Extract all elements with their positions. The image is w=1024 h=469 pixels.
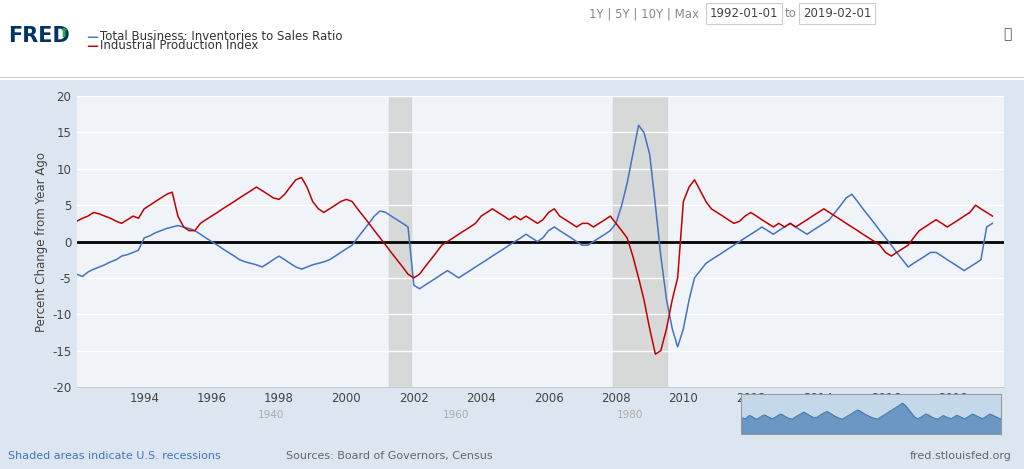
Bar bbox=[388, 96, 411, 387]
Text: 2019-02-01: 2019-02-01 bbox=[803, 7, 871, 20]
Text: 1Y | 5Y | 10Y | Max: 1Y | 5Y | 10Y | Max bbox=[589, 7, 698, 20]
Text: ─: ─ bbox=[87, 29, 97, 47]
Text: 1940: 1940 bbox=[258, 410, 285, 420]
Bar bbox=[613, 96, 667, 387]
Text: fred.stlouisfed.org: fred.stlouisfed.org bbox=[910, 451, 1012, 461]
Text: 1992-01-01: 1992-01-01 bbox=[710, 7, 778, 20]
Text: to: to bbox=[784, 7, 797, 20]
Text: Shaded areas indicate U.S. recessions: Shaded areas indicate U.S. recessions bbox=[8, 451, 221, 461]
Y-axis label: Percent Change from Year Ago: Percent Change from Year Ago bbox=[35, 151, 48, 332]
Text: 1980: 1980 bbox=[616, 410, 643, 420]
Text: 1960: 1960 bbox=[442, 410, 469, 420]
Text: ⬆: ⬆ bbox=[59, 27, 70, 40]
Text: Industrial Production Index: Industrial Production Index bbox=[100, 39, 259, 53]
Text: Total Business: Inventories to Sales Ratio: Total Business: Inventories to Sales Rat… bbox=[100, 30, 343, 43]
Text: ⛶: ⛶ bbox=[1004, 27, 1012, 41]
Text: FRED: FRED bbox=[8, 26, 70, 46]
Text: ─: ─ bbox=[87, 38, 97, 56]
Text: Sources: Board of Governors, Census: Sources: Board of Governors, Census bbox=[286, 451, 493, 461]
